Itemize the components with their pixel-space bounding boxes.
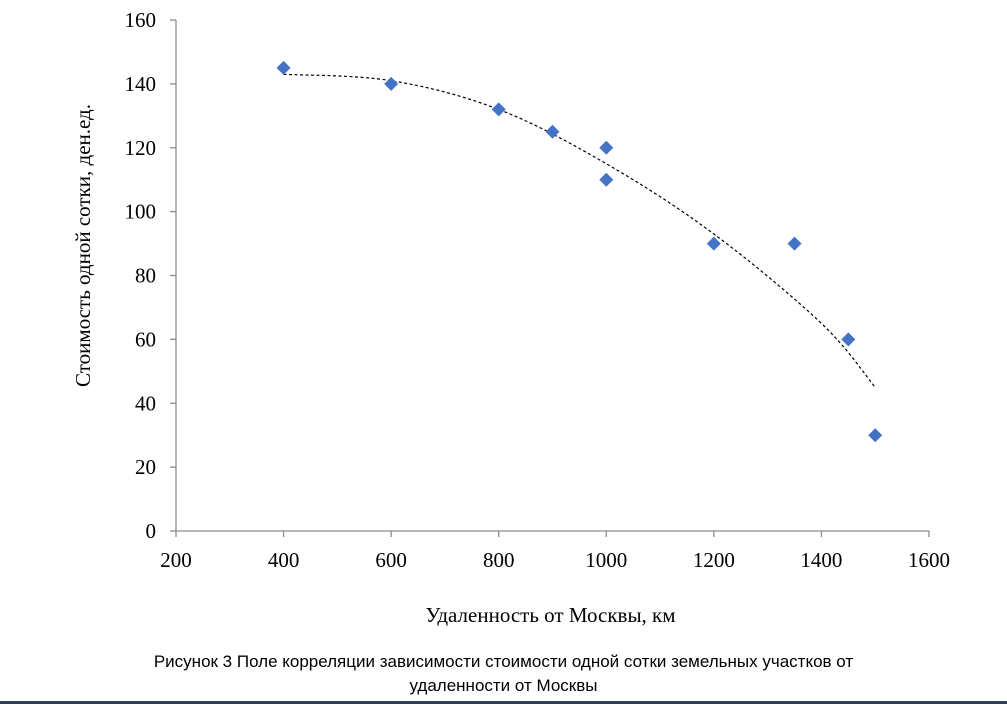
x-tick-label: 400 xyxy=(268,548,300,572)
y-tick-label: 140 xyxy=(125,72,157,96)
data-point xyxy=(599,172,614,187)
data-point xyxy=(599,140,614,155)
data-point xyxy=(841,332,856,347)
y-tick-label: 80 xyxy=(135,264,156,288)
y-tick-label: 120 xyxy=(125,136,157,160)
caption-line-2: удаленности от Москвы xyxy=(409,676,598,695)
y-tick-label: 40 xyxy=(135,391,156,415)
trendline xyxy=(283,73,876,388)
x-tick-label: 1600 xyxy=(908,548,950,572)
y-tick-label: 60 xyxy=(135,327,156,351)
figure-caption: Рисунок 3 Поле корреляции зависимости ст… xyxy=(0,650,1007,698)
x-tick-label: 1200 xyxy=(693,548,735,572)
y-axis-title: Стоимость одной сотки, ден.ед. xyxy=(71,104,95,387)
data-point xyxy=(787,236,802,251)
x-axis-title: Удаленность от Москвы, км xyxy=(425,603,675,627)
axis-ticks: 200 400 600 800 1000 1200 1400 1600 0 20 40 60 80 100… xyxy=(125,8,951,572)
y-tick-label: 100 xyxy=(125,200,157,224)
data-points xyxy=(276,60,883,443)
bottom-divider xyxy=(0,701,1007,704)
trendline-group xyxy=(283,73,876,388)
data-point xyxy=(868,428,883,443)
correlation-chart: 200 400 600 800 1000 1200 1400 1600 0 20 40 60 80 100… xyxy=(71,8,951,627)
caption-line-1: Рисунок 3 Поле корреляции зависимости ст… xyxy=(153,652,854,671)
x-tick-label: 800 xyxy=(483,548,515,572)
axes xyxy=(175,20,929,532)
data-point xyxy=(384,76,399,91)
data-point xyxy=(491,102,506,117)
x-tick-label: 200 xyxy=(160,548,192,572)
y-tick-label: 20 xyxy=(135,455,156,479)
data-point xyxy=(276,60,291,75)
x-tick-label: 600 xyxy=(375,548,407,572)
data-point xyxy=(706,236,721,251)
x-tick-label: 1400 xyxy=(800,548,842,572)
y-tick-label: 0 xyxy=(146,519,157,543)
y-tick-label: 160 xyxy=(125,8,157,32)
x-tick-label: 1000 xyxy=(585,548,627,572)
data-point xyxy=(545,124,560,139)
